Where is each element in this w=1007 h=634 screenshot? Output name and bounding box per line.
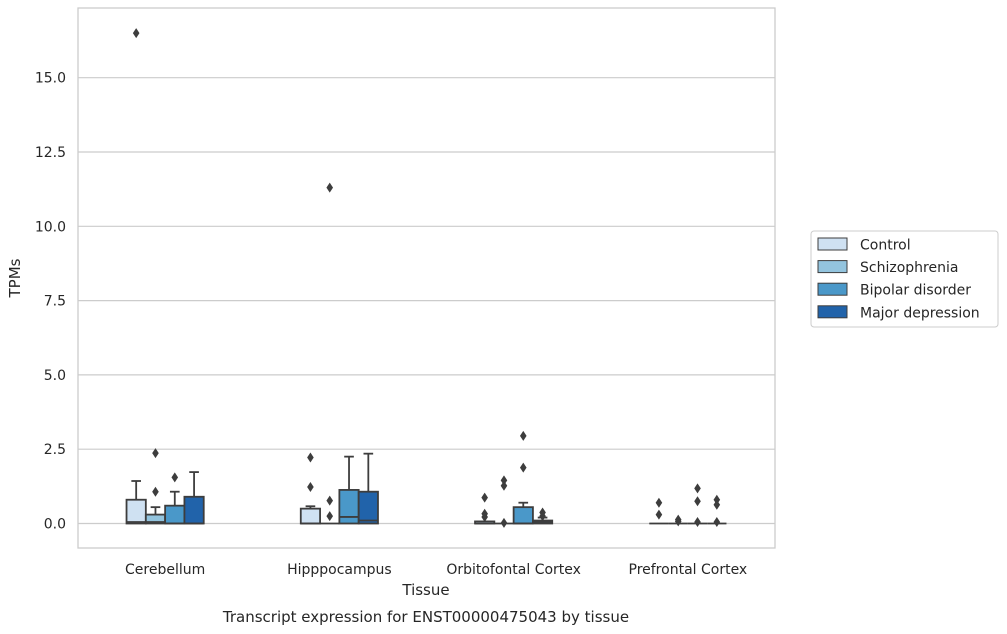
legend-items: Control Schizophrenia Bipolar disorder Majo… xyxy=(817,237,980,321)
box-body xyxy=(357,490,379,525)
outlier-point xyxy=(655,509,663,520)
outlier-point xyxy=(519,430,527,441)
outlier-point xyxy=(326,511,334,522)
x-tick-label: Prefrontal Cortex xyxy=(629,562,748,578)
outlier-point xyxy=(694,517,701,528)
outlier-point xyxy=(655,497,663,508)
box-group xyxy=(474,492,496,525)
x-tick-label: Cerebellum xyxy=(125,562,205,578)
outlier-point xyxy=(152,448,159,459)
outlier-point xyxy=(713,494,721,505)
box-group xyxy=(183,471,205,525)
x-tick-label: Orbitofontal Cortex xyxy=(446,562,581,578)
outlier-point xyxy=(713,517,721,528)
box-group xyxy=(687,483,708,528)
x-axis-ticks: Cerebellum Hipppocampus Orbitofontal Corte… xyxy=(125,562,747,578)
gridlines xyxy=(78,77,775,525)
x-axis-label: Tissue xyxy=(401,581,449,599)
y-tick-label: 10.0 xyxy=(35,219,66,235)
y-tick-label: 0.0 xyxy=(44,517,66,533)
legend-label: Major depression xyxy=(860,305,980,321)
y-tick-label: 15.0 xyxy=(35,71,66,87)
outlier-point xyxy=(500,480,508,491)
outlier-point xyxy=(674,516,682,527)
box-body xyxy=(299,507,321,525)
outlier-point xyxy=(500,475,508,486)
outlier-point xyxy=(694,483,701,494)
outlier-point xyxy=(519,462,527,473)
box-group xyxy=(649,497,669,525)
outlier-point xyxy=(481,511,488,522)
y-axis-ticks: 0.0 2.5 5.0 7.5 10.0 12.5 15.0 xyxy=(35,71,66,533)
legend-swatch xyxy=(817,260,848,274)
outlier-point xyxy=(481,492,488,503)
box-group xyxy=(707,494,727,528)
legend-frame xyxy=(810,230,999,328)
box-group xyxy=(164,472,186,525)
outlier-point xyxy=(307,481,314,492)
outlier-point xyxy=(152,486,159,497)
outlier-point xyxy=(307,452,314,463)
box-body xyxy=(125,498,147,525)
y-tick-label: 2.5 xyxy=(44,442,66,458)
box-group xyxy=(125,28,147,525)
outlier-point xyxy=(132,28,140,39)
legend-swatch xyxy=(817,237,848,251)
box-group xyxy=(532,507,554,525)
y-tick-label: 7.5 xyxy=(44,294,66,310)
box-group xyxy=(668,514,688,527)
box-body xyxy=(338,489,360,525)
y-axis-label: TPMs xyxy=(6,258,24,298)
outlier-point xyxy=(326,182,334,193)
outlier-point xyxy=(713,499,721,510)
outlier-point xyxy=(694,496,701,507)
legend-swatch xyxy=(817,282,848,296)
x-tick-label: Hipppocampus xyxy=(287,562,392,578)
box-group xyxy=(494,475,514,528)
box-group xyxy=(144,448,167,525)
y-tick-label: 5.0 xyxy=(44,368,66,384)
y-tick-label: 12.5 xyxy=(35,145,66,161)
box-body xyxy=(183,495,205,525)
outlier-point xyxy=(500,517,508,528)
legend: Control Schizophrenia Bipolar disorder Majo… xyxy=(810,230,999,328)
box-group xyxy=(320,182,340,525)
legend-label: Control xyxy=(860,238,911,254)
boxes xyxy=(125,28,727,528)
legend-label: Schizophrenia xyxy=(860,260,958,276)
legend-label: Bipolar disorder xyxy=(860,283,971,299)
box-group xyxy=(357,452,379,525)
box-group xyxy=(299,452,321,525)
box-body xyxy=(512,506,534,525)
plot-area-frame xyxy=(77,7,776,549)
legend-swatch xyxy=(817,305,848,319)
box-group xyxy=(512,430,534,525)
chart-caption: Transcript expression for ENST0000047504… xyxy=(222,608,629,626)
box-group xyxy=(338,455,360,525)
outlier-point xyxy=(539,511,546,522)
box-body xyxy=(164,504,186,525)
outlier-point xyxy=(326,495,334,506)
outlier-point xyxy=(171,472,179,483)
